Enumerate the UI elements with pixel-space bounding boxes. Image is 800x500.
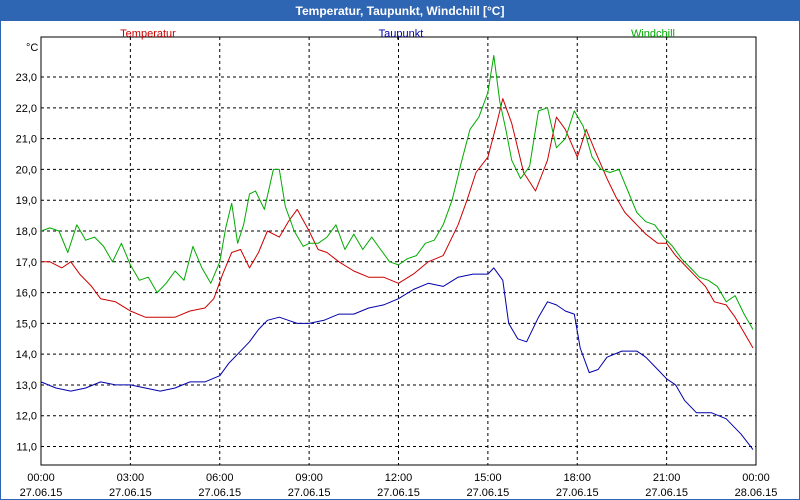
plot-frame xyxy=(40,36,757,466)
y-tick-label: 16,0 xyxy=(16,288,37,300)
y-tick-label: 18,0 xyxy=(16,226,37,238)
series-line-taupunkt xyxy=(40,267,754,450)
x-tick-date: 27.06.15 xyxy=(377,487,420,499)
y-tick-label: 22,0 xyxy=(16,103,37,115)
window-title: Temperatur, Taupunkt, Windchill [°C] xyxy=(1,1,799,21)
x-tick-time: 00:00 xyxy=(27,472,55,484)
y-axis: °C 11,0 12,0 13,0 14,0 15,0 16,0 17,0 18,0 19,0 20… xyxy=(16,42,39,454)
legend-temperatur: Temperatur xyxy=(120,28,176,40)
line-chart: °C 11,0 12,0 13,0 14,0 15,0 16,0 17,0 18,0 19,0 20… xyxy=(16,28,778,499)
x-axis: 00:00 27.06.15 03:00 27.06.15 06:00 27.06.15 0… xyxy=(20,472,778,499)
y-tick-label: 11,0 xyxy=(16,442,37,454)
x-tick-time: 21:00 xyxy=(653,472,681,484)
x-tick-date: 28.06.15 xyxy=(735,487,778,499)
x-tick-date: 27.06.15 xyxy=(20,487,63,499)
x-tick-time: 03:00 xyxy=(117,472,145,484)
y-tick-label: 15,0 xyxy=(16,318,37,330)
x-tick-time: 09:00 xyxy=(295,472,323,484)
y-tick-label: 13,0 xyxy=(16,380,37,392)
x-tick-date: 27.06.15 xyxy=(288,487,331,499)
y-tick-label: 19,0 xyxy=(16,195,37,207)
series-line-temperatur xyxy=(41,98,754,349)
y-tick-label: 20,0 xyxy=(16,164,37,176)
y-tick-label: 21,0 xyxy=(16,134,37,146)
x-tick-time: 00:00 xyxy=(742,472,770,484)
x-tick-date: 27.06.15 xyxy=(466,487,509,499)
y-axis-unit: °C xyxy=(26,42,38,54)
x-tick-date: 27.06.15 xyxy=(556,487,599,499)
x-tick-date: 27.06.15 xyxy=(109,487,152,499)
y-tick-label: 23,0 xyxy=(16,72,37,84)
y-tick-label: 17,0 xyxy=(16,257,37,269)
x-tick-date: 27.06.15 xyxy=(645,487,688,499)
legend-windchill: Windchill xyxy=(631,28,675,40)
series-line-windchill xyxy=(40,55,754,330)
legend-taupunkt: Taupunkt xyxy=(379,28,424,40)
x-tick-time: 18:00 xyxy=(563,472,591,484)
x-tick-time: 12:00 xyxy=(385,472,413,484)
series-lines xyxy=(40,55,754,450)
y-tick-label: 14,0 xyxy=(16,349,37,361)
x-tick-date: 27.06.15 xyxy=(198,487,241,499)
y-tick-label: 12,0 xyxy=(16,411,37,423)
x-tick-time: 15:00 xyxy=(474,472,502,484)
grid xyxy=(41,37,757,465)
x-tick-time: 06:00 xyxy=(206,472,234,484)
legend: Temperatur Taupunkt Windchill xyxy=(120,28,675,40)
